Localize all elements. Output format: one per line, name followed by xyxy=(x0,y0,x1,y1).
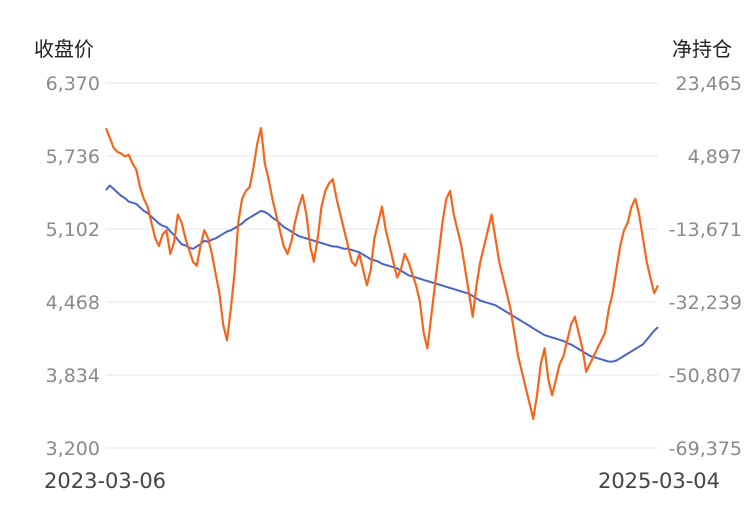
left-tick-label: 5,736 xyxy=(46,146,100,168)
right-tick-labels: 23,465 4,897 -13,671 -32,239 -50,807 -69,375 xyxy=(669,73,742,460)
right-tick-label: 4,897 xyxy=(688,146,742,168)
left-tick-label: 3,200 xyxy=(46,438,100,460)
left-tick-label: 3,834 xyxy=(46,365,100,387)
left-axis-title: 收盘价 xyxy=(34,37,94,61)
grid-lines xyxy=(106,82,658,449)
left-tick-label: 5,102 xyxy=(46,219,100,241)
left-tick-label: 6,370 xyxy=(46,73,100,95)
x-end-date: 2025-03-04 xyxy=(598,469,720,493)
right-tick-label: 23,465 xyxy=(676,73,742,95)
left-tick-labels: 6,370 5,736 5,102 4,468 3,834 3,200 xyxy=(46,73,100,460)
x-start-date: 2023-03-06 xyxy=(44,469,166,493)
right-axis-title: 净持仓 xyxy=(672,37,732,61)
right-tick-label: -50,807 xyxy=(669,365,742,387)
net-position-line xyxy=(104,127,659,421)
series-lines xyxy=(104,127,659,421)
right-tick-label: -69,375 xyxy=(669,438,742,460)
right-tick-label: -32,239 xyxy=(669,292,742,314)
right-tick-label: -13,671 xyxy=(669,219,742,241)
left-tick-label: 4,468 xyxy=(46,292,100,314)
